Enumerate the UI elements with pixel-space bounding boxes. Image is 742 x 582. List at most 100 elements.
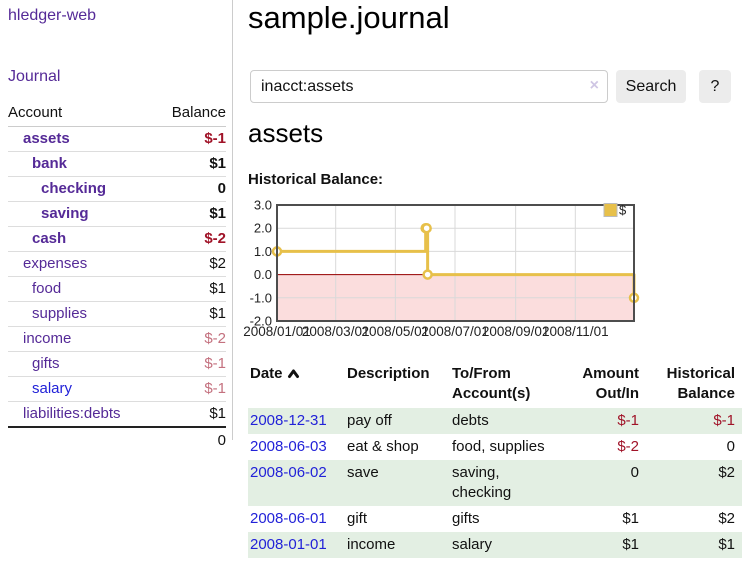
account-balance: 0 [155, 176, 226, 202]
sidebar-item-journal[interactable]: Journal [8, 68, 61, 85]
account-balance: $-1 [155, 351, 226, 377]
account-row: supplies $1 [8, 301, 226, 327]
x-tick-label: 2008/11/01 [542, 324, 609, 339]
transactions-header-description: Description [347, 365, 430, 382]
account-balance: $1 [155, 401, 226, 428]
account-row: food $1 [8, 276, 226, 302]
transaction-amount: $-1 [617, 412, 639, 429]
sidebar-account-income[interactable]: income [23, 330, 72, 347]
accounts-total-label [8, 426, 156, 453]
search-input[interactable] [250, 70, 608, 103]
sidebar-account-expenses[interactable]: expenses [23, 255, 88, 272]
account-balance: $1 [155, 301, 226, 327]
clear-search-icon[interactable]: × [589, 77, 599, 94]
transaction-date-link[interactable]: 2008-06-03 [250, 438, 327, 455]
legend-label: $ [619, 203, 627, 218]
y-tick-label: 1.0 [254, 244, 272, 259]
sidebar-account-assets[interactable]: assets [23, 130, 70, 147]
transaction-row: 2008-12-31 pay off debts $-1 $-1 [248, 408, 742, 434]
transaction-description: income [347, 536, 396, 553]
transaction-date-link[interactable]: 2008-06-01 [250, 510, 327, 527]
y-tick-label: -2.0 [250, 314, 272, 329]
sidebar-account-salary[interactable]: salary [32, 380, 73, 397]
account-row: income $-2 [8, 326, 226, 352]
sidebar-account-cash[interactable]: cash [32, 230, 67, 247]
account-row: expenses $2 [8, 251, 226, 277]
sort-ascending-icon [287, 369, 299, 378]
search-button[interactable]: Search [616, 70, 686, 103]
transaction-description: pay off [347, 412, 392, 429]
transaction-accounts: food, supplies [452, 438, 545, 455]
transactions-header-balance: Historical Balance [666, 365, 735, 402]
account-row: assets $-1 [8, 126, 226, 152]
account-row: bank $1 [8, 151, 226, 177]
sidebar-account-saving[interactable]: saving [41, 205, 89, 222]
transaction-row: 2008-06-03 eat & shop food, supplies $-2 0 [248, 434, 742, 460]
account-balance: $1 [155, 151, 226, 177]
account-row: salary $-1 [8, 376, 226, 402]
transactions-header-date[interactable]: Date [248, 362, 345, 408]
y-tick-label: 2.0 [254, 221, 272, 236]
accounts-header-balance: Balance [155, 100, 226, 127]
accounts-table: Account Balance assets $-1 bank $1 checking 0… [8, 100, 226, 453]
transaction-description: eat & shop [347, 438, 419, 455]
sidebar-account-liabilities-debts[interactable]: liabilities:debts [23, 405, 121, 422]
account-row: saving $1 [8, 201, 226, 227]
account-row: liabilities:debts $1 [8, 401, 226, 428]
help-button[interactable]: ? [699, 70, 731, 103]
account-row: gifts $-1 [8, 351, 226, 377]
account-balance: $-1 [155, 376, 226, 402]
chart-label: Historical Balance: [248, 171, 384, 188]
transactions-header-accounts: To/From Account(s) [452, 365, 531, 402]
app-title[interactable]: hledger-web [8, 7, 97, 24]
transaction-amount: 0 [630, 464, 639, 481]
transaction-accounts: saving, checking [452, 464, 512, 501]
sidebar: hledger-web Journal Account Balance asse… [0, 0, 233, 453]
transaction-accounts: debts [452, 412, 489, 429]
x-tick-label: 2008/03/01 [302, 324, 370, 339]
transaction-amount: $1 [622, 510, 639, 527]
transaction-balance: $-1 [713, 412, 735, 429]
legend-swatch [603, 203, 618, 217]
transaction-description: save [347, 464, 379, 481]
transactions-header-amount: Amount Out/In [582, 365, 639, 402]
x-tick-label: 2008/05/01 [362, 324, 430, 339]
transaction-balance: $1 [718, 536, 735, 553]
transaction-balance: 0 [726, 438, 735, 455]
y-tick-label: 0.0 [254, 267, 272, 282]
transaction-date-link[interactable]: 2008-06-02 [250, 464, 327, 481]
page-title: sample.journal [248, 0, 450, 35]
data-point-marker[interactable] [422, 269, 433, 280]
x-tick-label: 2008/09/01 [482, 324, 550, 339]
sidebar-account-food[interactable]: food [32, 280, 62, 297]
account-row: checking 0 [8, 176, 226, 202]
transaction-date-link[interactable]: 2008-01-01 [250, 536, 327, 553]
account-row: cash $-2 [8, 226, 226, 252]
transaction-accounts: salary [452, 536, 493, 553]
transaction-row: 2008-06-01 gift gifts $1 $2 [248, 506, 742, 532]
section-title: assets [248, 118, 324, 148]
transaction-date-link[interactable]: 2008-12-31 [250, 412, 327, 429]
account-balance: $-2 [155, 326, 226, 352]
sidebar-account-bank[interactable]: bank [32, 155, 68, 172]
transaction-balance: $2 [718, 510, 735, 527]
accounts-total-value: 0 [155, 426, 226, 453]
transactions-table: Date Description To/From Account(s) Amou… [248, 362, 742, 558]
historical-balance-chart: $3.0 2.0 1.0 0.0 -1.0 -2.02008/01/012008/03/0… [243, 198, 640, 339]
transaction-row: 2008-01-01 income salary $1 $1 [248, 532, 742, 558]
account-balance: $2 [155, 251, 226, 277]
sidebar-account-checking[interactable]: checking [41, 180, 107, 197]
accounts-header-account: Account [8, 100, 156, 127]
data-point-marker[interactable] [421, 222, 432, 234]
sidebar-account-supplies[interactable]: supplies [32, 305, 88, 322]
transaction-accounts: gifts [452, 510, 480, 527]
account-balance: $1 [155, 276, 226, 302]
transaction-amount: $1 [622, 536, 639, 553]
x-tick-label: 2008/07/01 [421, 324, 489, 339]
sidebar-account-gifts[interactable]: gifts [32, 355, 60, 372]
search-input-wrap: × [250, 70, 608, 103]
y-tick-label: 3.0 [254, 198, 272, 213]
y-tick-label: -1.0 [250, 290, 272, 305]
x-tick-label: 2008/01/01 [243, 324, 311, 339]
transaction-row: 2008-06-02 save saving, checking 0 $2 [248, 460, 742, 506]
